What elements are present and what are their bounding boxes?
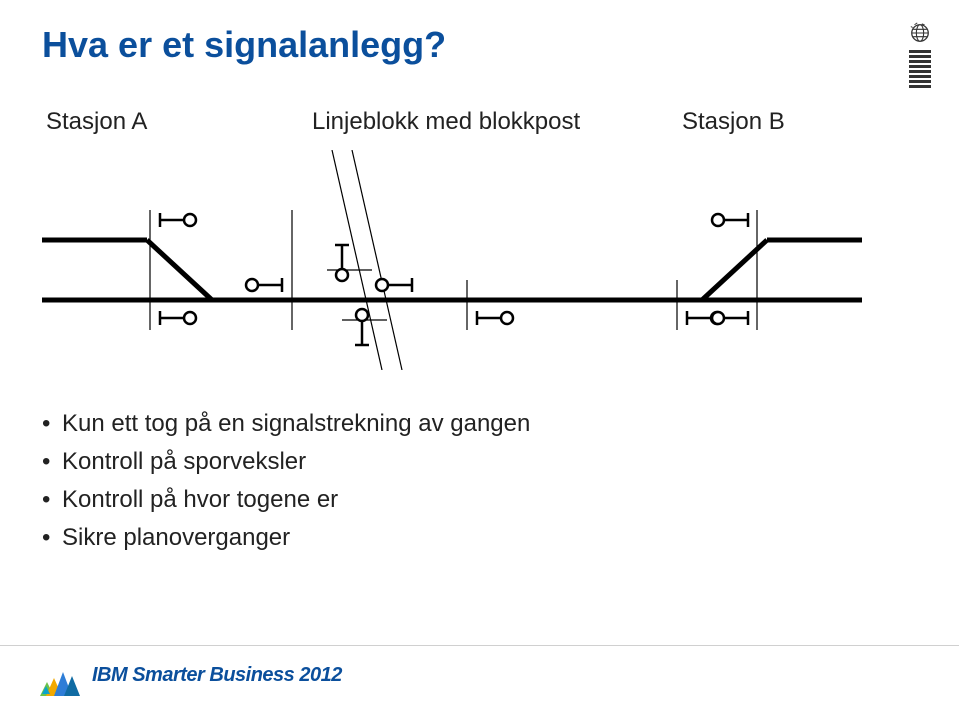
globe-icon: [909, 22, 931, 44]
bullet-item: Sikre planoverganger: [42, 524, 530, 552]
bullet-list: Kun ett tog på en signalstrekning av gan…: [42, 410, 530, 562]
label-middle: Linjeblokk med blokkpost: [312, 108, 580, 136]
bullet-item: Kontroll på hvor togene er: [42, 486, 530, 514]
ibm-logo-icon: [909, 50, 931, 88]
label-station-b: Stasjon B: [682, 108, 785, 136]
page-title: Hva er et signalanlegg?: [42, 24, 446, 66]
ibm-corner-logo: [905, 22, 935, 92]
bullet-item: Kontroll på sporveksler: [42, 448, 530, 476]
footer: IBM Smarter Business 2012: [0, 645, 959, 705]
bullet-item: Kun ett tog på en signalstrekning av gan…: [42, 410, 530, 438]
footer-mark-icon: [40, 656, 80, 696]
track-diagram: [42, 150, 862, 370]
label-station-a: Stasjon A: [46, 108, 147, 136]
footer-brand: IBM Smarter Business 2012: [92, 664, 342, 687]
diagram-labels: Stasjon A Linjeblokk med blokkpost Stasj…: [42, 108, 862, 138]
